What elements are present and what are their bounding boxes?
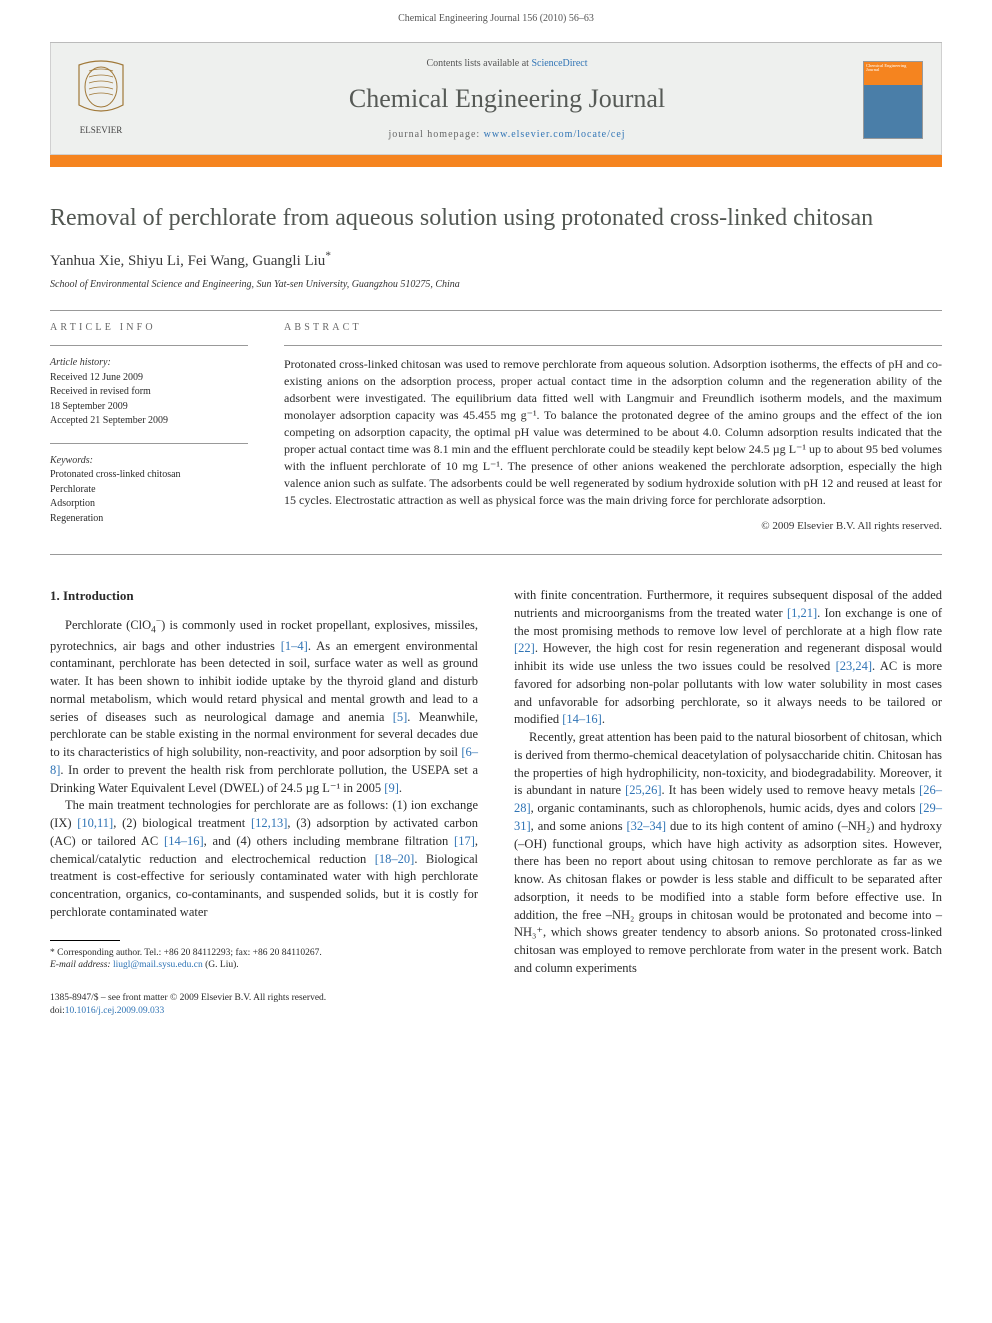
intro-para-2: The main treatment technologies for perc… [50, 797, 478, 921]
right-column: with finite concentration. Furthermore, … [514, 587, 942, 978]
abstract-text: Protonated cross-linked chitosan was use… [284, 356, 942, 509]
email-line: E-mail address: liugl@mail.sysu.edu.cn (… [50, 959, 478, 972]
history-item: Accepted 21 September 2009 [50, 414, 248, 429]
article-body: Removal of perchlorate from aqueous solu… [0, 167, 992, 1037]
authors-names: Yanhua Xie, Shiyu Li, Fei Wang, Guangli … [50, 253, 325, 269]
article-info-label: ARTICLE INFO [50, 321, 248, 335]
corr-author-line: * Corresponding author. Tel.: +86 20 841… [50, 947, 478, 960]
orange-accent-bar [50, 155, 942, 167]
banner-center: Contents lists available at ScienceDirec… [151, 57, 863, 141]
running-header: Chemical Engineering Journal 156 (2010) … [0, 0, 992, 32]
citation[interactable]: [9] [384, 781, 399, 795]
article-title: Removal of perchlorate from aqueous solu… [50, 203, 942, 233]
journal-homepage-link[interactable]: www.elsevier.com/locate/cej [484, 129, 626, 140]
banner-top: ELSEVIER Contents lists available at Sci… [50, 43, 942, 155]
history-item: 18 September 2009 [50, 400, 248, 415]
corresponding-marker: * [325, 250, 331, 262]
corresponding-footnote: * Corresponding author. Tel.: +86 20 841… [50, 947, 478, 973]
abstract-column: ABSTRACT Protonated cross-linked chitosa… [284, 321, 942, 540]
page-footer-copyright: 1385-8947/$ – see front matter © 2009 El… [50, 992, 942, 1018]
citation[interactable]: [25,26] [625, 783, 661, 797]
keyword-item: Protonated cross-linked chitosan [50, 468, 248, 483]
contents-lists-line: Contents lists available at ScienceDirec… [151, 57, 863, 71]
intro-para-1: Perchlorate (ClO4−) is commonly used in … [50, 616, 478, 798]
email-label: E-mail address: [50, 960, 113, 970]
elsevier-logo: ELSEVIER [69, 57, 133, 142]
journal-banner: ELSEVIER Contents lists available at Sci… [50, 42, 942, 167]
citation[interactable]: [14–16] [164, 834, 204, 848]
cover-label: Chemical Engineering Journal [866, 64, 920, 73]
citation[interactable]: [10,11] [77, 816, 113, 830]
svg-text:ELSEVIER: ELSEVIER [80, 125, 123, 135]
email-link[interactable]: liugl@mail.sysu.edu.cn [113, 960, 203, 970]
email-name: (G. Liu). [203, 960, 239, 970]
article-info-column: ARTICLE INFO Article history: Received 1… [50, 321, 248, 540]
citation[interactable]: [17] [454, 834, 475, 848]
affiliation: School of Environmental Science and Engi… [50, 278, 942, 292]
journal-title: Chemical Engineering Journal [151, 81, 863, 117]
doi-link[interactable]: 10.1016/j.cej.2009.09.033 [65, 1006, 164, 1016]
keyword-item: Regeneration [50, 512, 248, 527]
keywords-block: Keywords: Protonated cross-linked chitos… [50, 454, 248, 527]
footnote-rule [50, 940, 120, 941]
history-item: Received in revised form [50, 385, 248, 400]
rule-abstract [284, 345, 942, 346]
info-abstract-row: ARTICLE INFO Article history: Received 1… [50, 321, 942, 540]
front-matter-line: 1385-8947/$ – see front matter © 2009 El… [50, 992, 942, 1005]
homepage-prefix: journal homepage: [388, 129, 483, 140]
doi-label: doi: [50, 1006, 65, 1016]
rule-bottom [50, 554, 942, 555]
keyword-item: Adsorption [50, 497, 248, 512]
citation[interactable]: [12,13] [251, 816, 287, 830]
rule-info [50, 345, 248, 346]
doi-line: doi:10.1016/j.cej.2009.09.033 [50, 1005, 942, 1018]
two-column-body: 1. Introduction Perchlorate (ClO4−) is c… [50, 587, 942, 978]
authors-line: Yanhua Xie, Shiyu Li, Fei Wang, Guangli … [50, 249, 942, 272]
sciencedirect-link[interactable]: ScienceDirect [531, 58, 587, 69]
citation[interactable]: [1–4] [281, 639, 308, 653]
left-column: 1. Introduction Perchlorate (ClO4−) is c… [50, 587, 478, 978]
citation[interactable]: [18–20] [375, 852, 415, 866]
contents-prefix: Contents lists available at [426, 58, 531, 69]
citation[interactable]: [32–34] [626, 819, 666, 833]
keywords-heading: Keywords: [50, 454, 248, 469]
history-heading: Article history: [50, 356, 248, 371]
rule-keywords [50, 443, 248, 444]
history-item: Received 12 June 2009 [50, 371, 248, 386]
citation[interactable]: [5] [393, 710, 408, 724]
section-heading-intro: 1. Introduction [50, 587, 478, 605]
intro-para-4: Recently, great attention has been paid … [514, 729, 942, 978]
citation[interactable]: [23,24] [836, 659, 872, 673]
citation[interactable]: [22] [514, 641, 535, 655]
rule-top [50, 310, 942, 311]
journal-cover-thumbnail: Chemical Engineering Journal [863, 61, 923, 139]
keyword-item: Perchlorate [50, 483, 248, 498]
article-history-block: Article history: Received 12 June 2009 R… [50, 356, 248, 429]
abstract-copyright: © 2009 Elsevier B.V. All rights reserved… [284, 519, 942, 534]
journal-homepage-line: journal homepage: www.elsevier.com/locat… [151, 128, 863, 142]
intro-para-3: with finite concentration. Furthermore, … [514, 587, 942, 729]
citation[interactable]: [14–16] [562, 712, 602, 726]
abstract-label: ABSTRACT [284, 321, 942, 335]
citation[interactable]: [1,21] [787, 606, 817, 620]
